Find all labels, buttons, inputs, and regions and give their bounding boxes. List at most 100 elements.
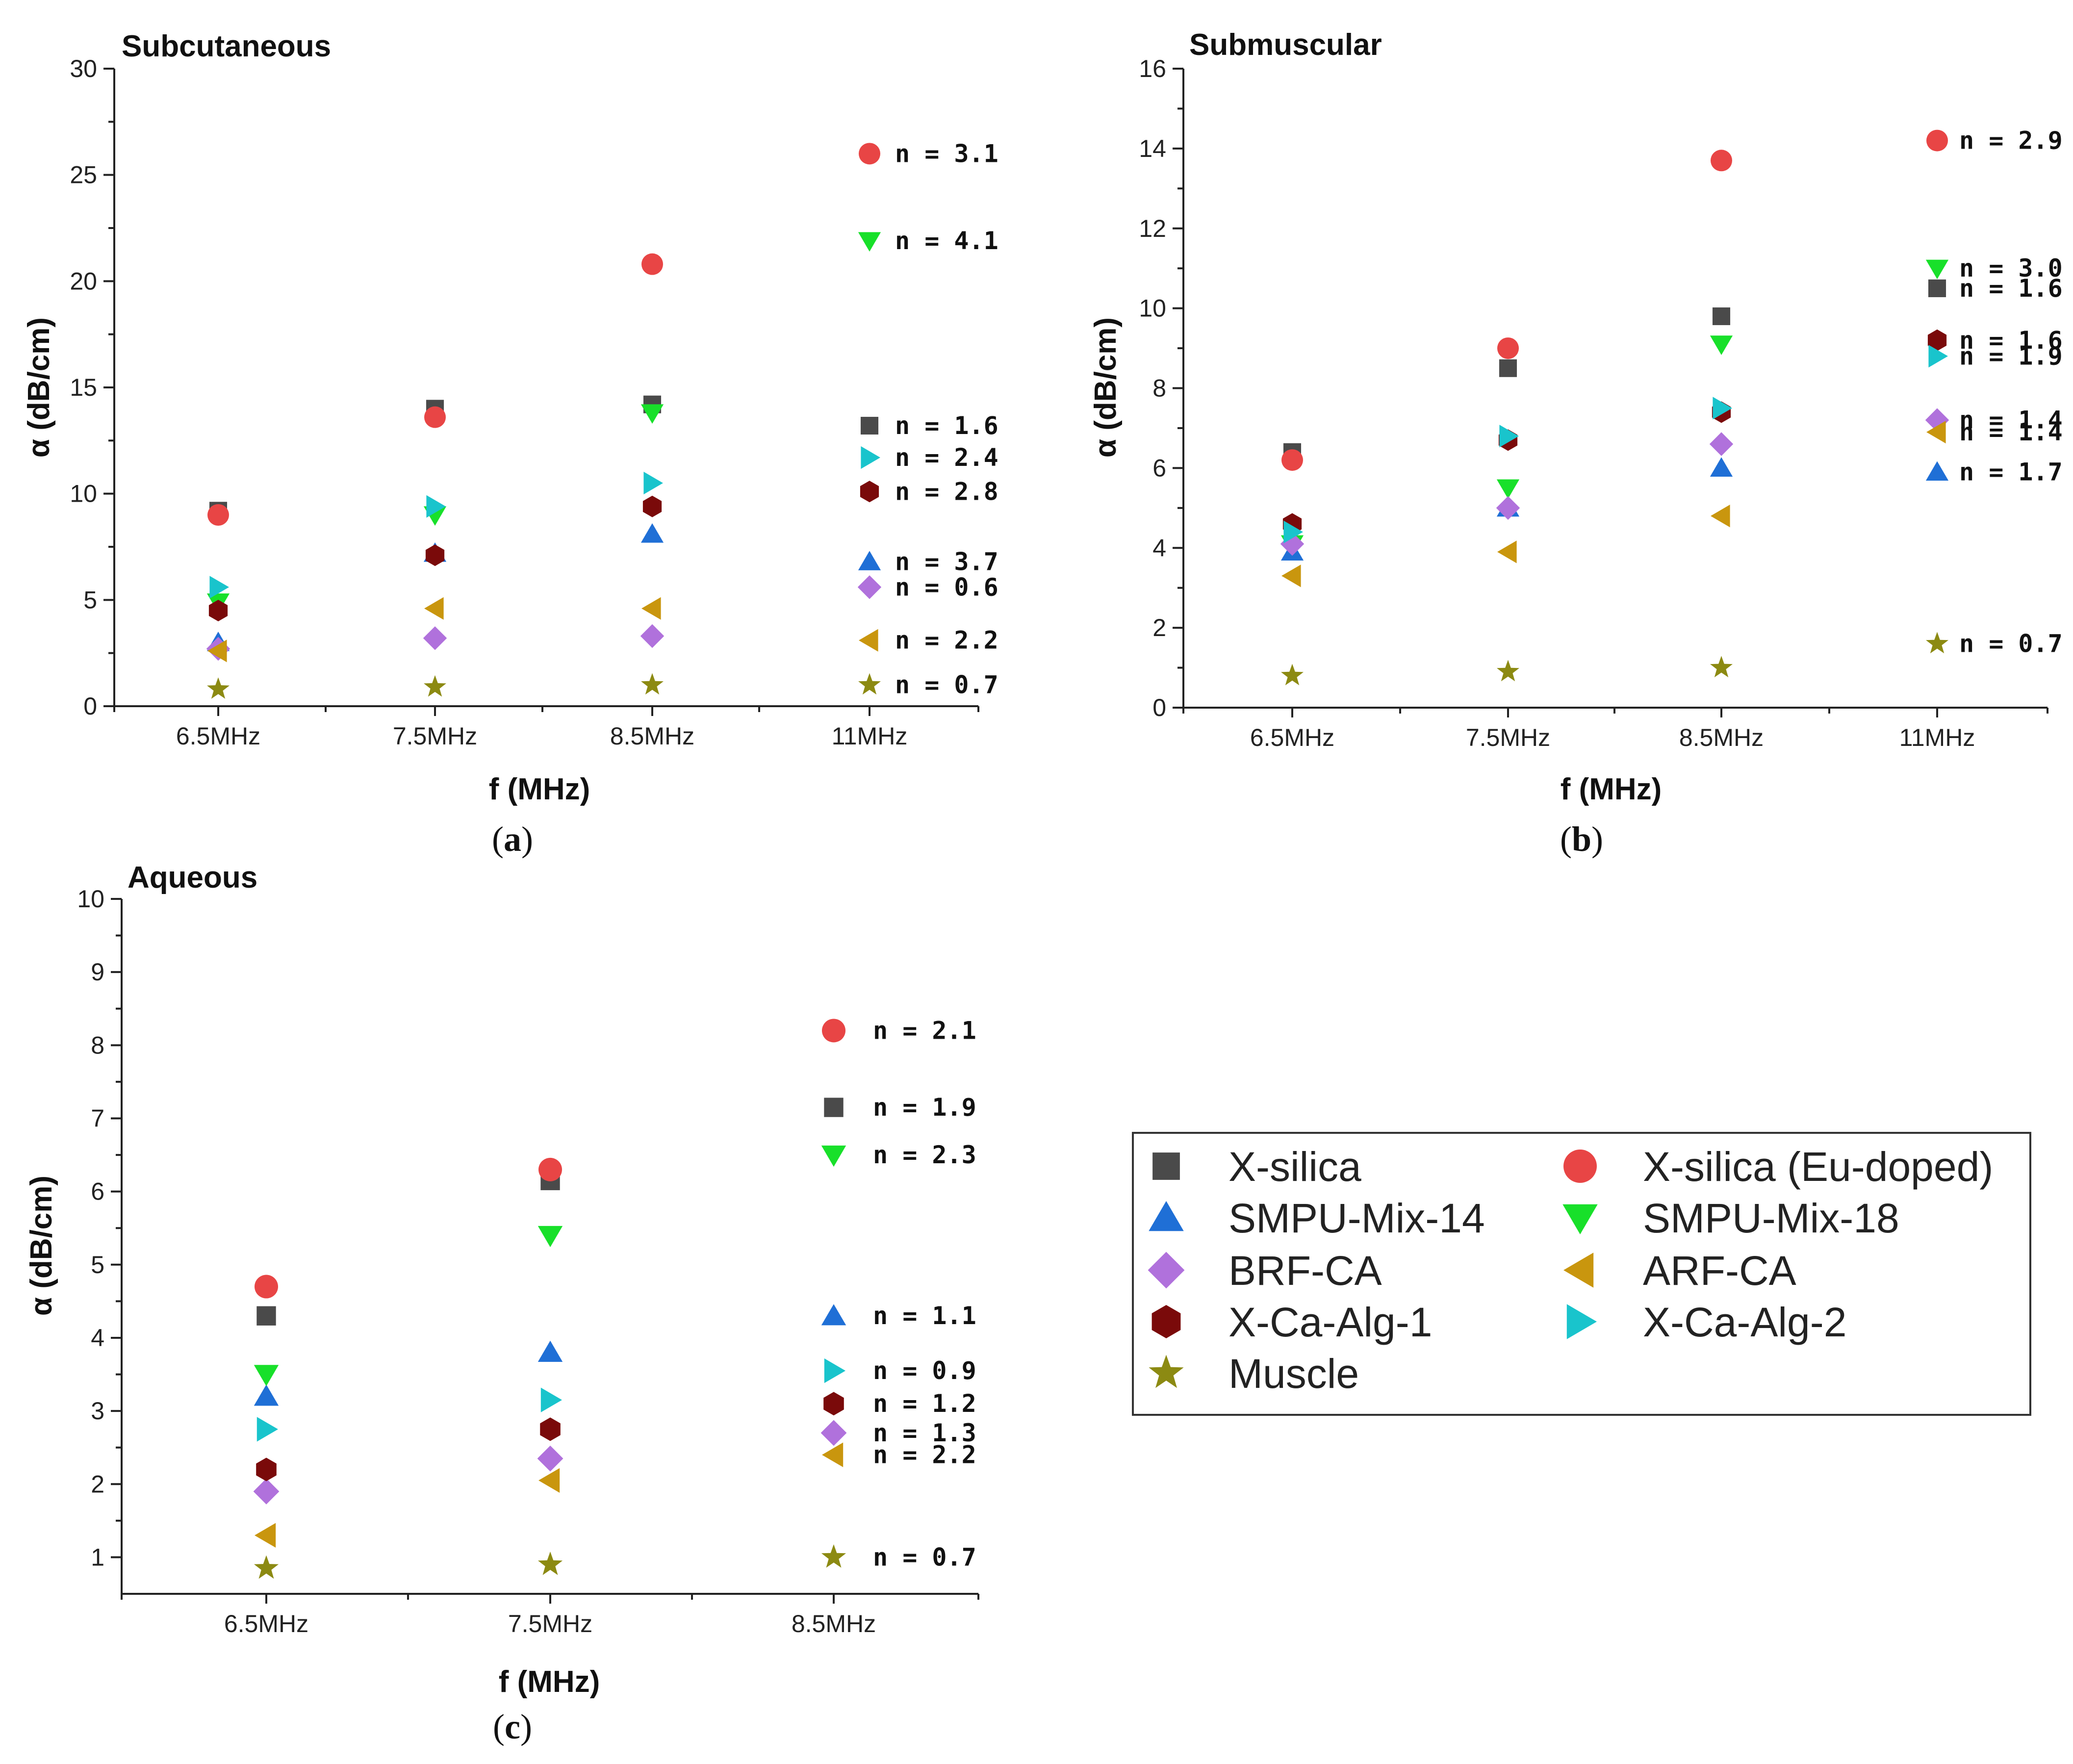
y-tick-label-b: 2 (1152, 614, 1166, 641)
point-c-smpu-mix-18-6-5mhz (254, 1365, 279, 1386)
n-label-marker-b-x-silica-eu-doped (1926, 129, 1948, 152)
n-label-c-x-silica: n = 1.9 (873, 1093, 976, 1122)
axes-b (1182, 69, 2047, 709)
legend-label-muscle: Muscle (1228, 1351, 1359, 1397)
chart-title-c: Aqueous (128, 861, 257, 895)
point-a-x-ca-alg-1-6-5mhz (208, 600, 228, 621)
x-tick-label-11mhz: 11MHz (832, 722, 908, 750)
y-tick-label-a: 0 (83, 692, 97, 720)
n-label-marker-c-muscle (821, 1544, 846, 1568)
panel-a-subcutaneous: 0 5 10 15 20 25 30 6.5MHz 7.5MHz 8.5MHz 11MHz Subcu… (22, 29, 998, 859)
point-c-smpu-mix-14-7-5mhz (537, 1340, 563, 1362)
n-label-c-x-silica-eu-doped: n = 2.1 (873, 1016, 976, 1045)
n-label-marker-a-x-silica-eu-doped (859, 143, 880, 165)
n-label-marker-b-brf-ca (1925, 408, 1949, 432)
legend-label-x-ca-alg-1: X-Ca-Alg-1 (1228, 1299, 1432, 1345)
y-tick-label-b: 14 (1139, 135, 1166, 162)
x-axis-label-a: f (MHz) (489, 772, 590, 806)
chart-title-b: Submuscular (1189, 28, 1382, 62)
legend-marker-muscle (1149, 1355, 1184, 1388)
point-a-muscle-8-5mhz (641, 673, 664, 695)
n-label-marker-a-smpu-mix-18 (858, 232, 881, 252)
point-c-x-ca-alg-2-6-5mhz (256, 1417, 278, 1442)
point-c-smpu-mix-18-7-5mhz (537, 1226, 563, 1248)
point-b-x-silica-8-5mhz (1712, 307, 1731, 325)
panel-letter-c: (c) (493, 1707, 532, 1746)
n-label-a-arf-ca: n = 2.2 (895, 626, 998, 655)
legend-marker-smpu-mix-14 (1149, 1201, 1184, 1231)
n-label-c-brf-ca: n = 1.3 (873, 1419, 976, 1447)
point-b-x-silica-eu-doped-7-5mhz (1497, 337, 1519, 359)
n-label-marker-c-x-ca-alg-2 (824, 1358, 845, 1383)
point-a-x-ca-alg-2-8-5mhz (643, 471, 663, 495)
n-label-c-x-ca-alg-1: n = 1.2 (873, 1389, 976, 1418)
point-c-x-silica-eu-doped-7-5mhz (538, 1157, 562, 1181)
n-label-marker-b-smpu-mix-18 (1925, 259, 1949, 280)
n-label-c-smpu-mix-18: n = 2.3 (873, 1141, 976, 1169)
point-a-brf-ca-7-5mhz (423, 626, 447, 650)
legend-marker-x-ca-alg-2 (1566, 1304, 1597, 1339)
y-tick-label-c: 10 (77, 885, 104, 913)
n-label-a-smpu-mix-18: n = 4.1 (895, 227, 998, 255)
n-label-marker-c-x-ca-alg-1 (823, 1392, 844, 1416)
point-c-smpu-mix-14-6-5mhz (254, 1384, 279, 1406)
legend-marker-x-silica (1152, 1152, 1180, 1180)
y-tick-label-b: 16 (1139, 55, 1166, 82)
y-tick-label-b: 8 (1152, 375, 1166, 402)
point-c-x-silica-eu-doped-6-5mhz (255, 1275, 278, 1299)
n-label-marker-b-arf-ca (1926, 421, 1946, 444)
point-a-x-ca-alg-1-8-5mhz (642, 495, 662, 517)
y-tick-label-b: 12 (1139, 215, 1166, 242)
point-b-x-ca-alg-2-8-5mhz (1713, 397, 1732, 420)
legend: X-silica X-silica (Eu-doped) SMPU-Mix-14 SM… (1132, 1132, 2031, 1416)
point-c-x-ca-alg-2-7-5mhz (540, 1387, 562, 1412)
legend-label-x-ca-alg-2: X-Ca-Alg-2 (1643, 1299, 1846, 1345)
legend-label-brf-ca: BRF-CA (1228, 1248, 1382, 1294)
x-axis-label-c: f (MHz) (499, 1665, 600, 1699)
legend-marker-brf-ca (1148, 1252, 1185, 1289)
n-label-marker-c-x-silica (824, 1098, 844, 1117)
n-label-marker-b-x-silica (1928, 279, 1946, 297)
y-tick-label-c: 8 (91, 1031, 104, 1059)
point-a-x-ca-alg-1-7-5mhz (425, 544, 445, 566)
n-label-marker-b-x-ca-alg-1 (1927, 329, 1947, 351)
y-tick-label-b: 6 (1152, 454, 1166, 482)
n-label-b-brf-ca: n = 1.4 (1959, 406, 2063, 435)
n-label-c-smpu-mix-14: n = 1.1 (873, 1302, 976, 1330)
point-b-smpu-mix-18-7-5mhz (1496, 479, 1520, 499)
n-label-a-x-ca-alg-1: n = 2.8 (895, 477, 998, 506)
point-a-smpu-mix-14-8-5mhz (640, 523, 664, 543)
point-b-smpu-mix-14-8-5mhz (1710, 457, 1733, 477)
point-b-brf-ca-6-5mhz (1280, 532, 1305, 556)
n-label-marker-c-arf-ca (822, 1442, 844, 1467)
n-label-b-arf-ca: n = 1.4 (1959, 418, 2063, 446)
point-c-muscle-7-5mhz (537, 1551, 563, 1575)
y-tick-label-c: 4 (91, 1324, 104, 1352)
n-label-a-x-silica: n = 1.6 (895, 411, 998, 440)
n-label-a-x-silica-eu-doped: n = 3.1 (895, 139, 998, 168)
point-a-arf-ca-8-5mhz (641, 597, 661, 620)
x-tick-label-7-5mhz: 7.5MHz (1466, 724, 1550, 751)
y-tick-label-a: 5 (83, 586, 97, 614)
point-a-muscle-7-5mhz (424, 675, 446, 697)
n-label-marker-a-brf-ca (857, 575, 882, 599)
x-tick-label-8-5mhz: 8.5MHz (792, 1610, 876, 1637)
point-a-brf-ca-8-5mhz (640, 624, 665, 648)
y-axis-label-b: α (dB/cm) (1089, 317, 1123, 458)
n-label-marker-a-smpu-mix-14 (858, 551, 881, 570)
point-b-x-ca-alg-2-6-5mhz (1283, 520, 1303, 543)
y-tick-label-a: 15 (70, 374, 97, 401)
legend-marker-x-ca-alg-1 (1152, 1305, 1181, 1338)
y-tick-label-c: 9 (91, 958, 104, 986)
panel-letter-b: (b) (1560, 819, 1603, 859)
point-a-x-silica-eu-doped-8-5mhz (641, 253, 663, 275)
legend-label-x-silica-eu-doped: X-silica (Eu-doped) (1643, 1144, 1993, 1190)
n-label-marker-b-x-ca-alg-2 (1928, 345, 1948, 368)
point-c-x-silica-6-5mhz (256, 1306, 276, 1326)
point-a-smpu-mix-18-8-5mhz (640, 404, 664, 424)
y-tick-label-c: 6 (91, 1178, 104, 1205)
point-a-x-ca-alg-2-7-5mhz (426, 495, 446, 518)
x-tick-label-8-5mhz: 8.5MHz (610, 722, 694, 750)
point-b-x-silica-7-5mhz (1499, 359, 1517, 377)
point-c-x-ca-alg-1-7-5mhz (540, 1417, 561, 1441)
